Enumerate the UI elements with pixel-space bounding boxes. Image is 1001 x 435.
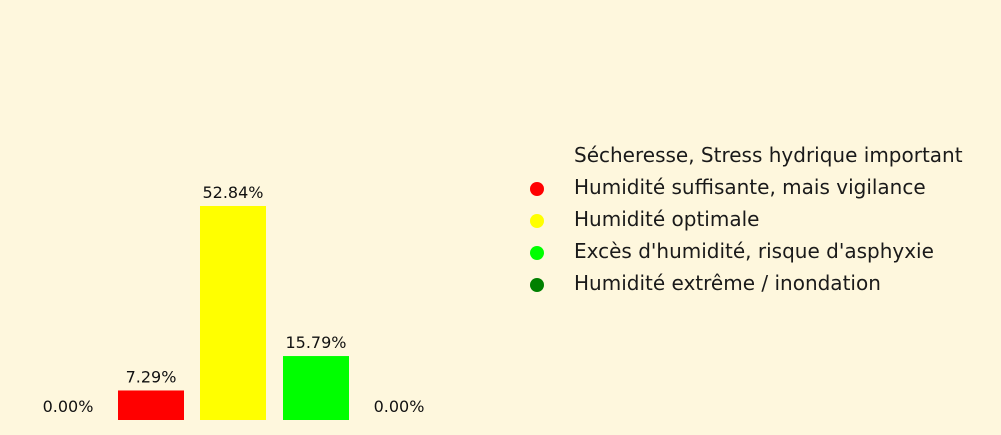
bar-humidite-optimale	[200, 205, 266, 420]
legend-label: Humidité extrême / inondation	[574, 271, 881, 295]
legend-label: Excès d'humidité, risque d'asphyxie	[574, 239, 934, 263]
legend-item-humidite-suffisante: Humidité suffisante, mais vigilance	[527, 172, 997, 204]
bar-exces-humidite	[283, 356, 349, 420]
legend-label: Humidité suffisante, mais vigilance	[574, 175, 926, 199]
legend-label: Humidité optimale	[574, 207, 760, 231]
legend-item-humidite-extreme: Humidité extrême / inondation	[527, 268, 997, 300]
legend-item-secheresse: Sécheresse, Stress hydrique important	[527, 140, 997, 172]
legend: Sécheresse, Stress hydrique important Hu…	[527, 140, 997, 300]
legend-marker-icon	[530, 278, 544, 292]
legend-marker-icon	[530, 214, 544, 228]
data-label-humidite-extreme: 0.00%	[374, 397, 425, 416]
legend-label: Sécheresse, Stress hydrique important	[574, 143, 963, 167]
legend-item-exces-humidite: Excès d'humidité, risque d'asphyxie	[527, 236, 997, 268]
legend-marker-icon	[530, 182, 544, 196]
bar-humidite-suffisante	[118, 390, 184, 420]
legend-item-humidite-optimale: Humidité optimale	[527, 204, 997, 236]
legend-marker-icon	[530, 150, 544, 164]
data-label-humidite-suffisante: 7.29%	[126, 367, 177, 386]
legend-marker-icon	[530, 246, 544, 260]
bar-chart: 0.00% 7.29% 52.84% 15.79% 0.00%	[43, 183, 425, 420]
data-label-humidite-optimale: 52.84%	[202, 183, 263, 202]
data-label-secheresse: 0.00%	[43, 397, 94, 416]
data-label-exces-humidite: 15.79%	[285, 333, 346, 352]
